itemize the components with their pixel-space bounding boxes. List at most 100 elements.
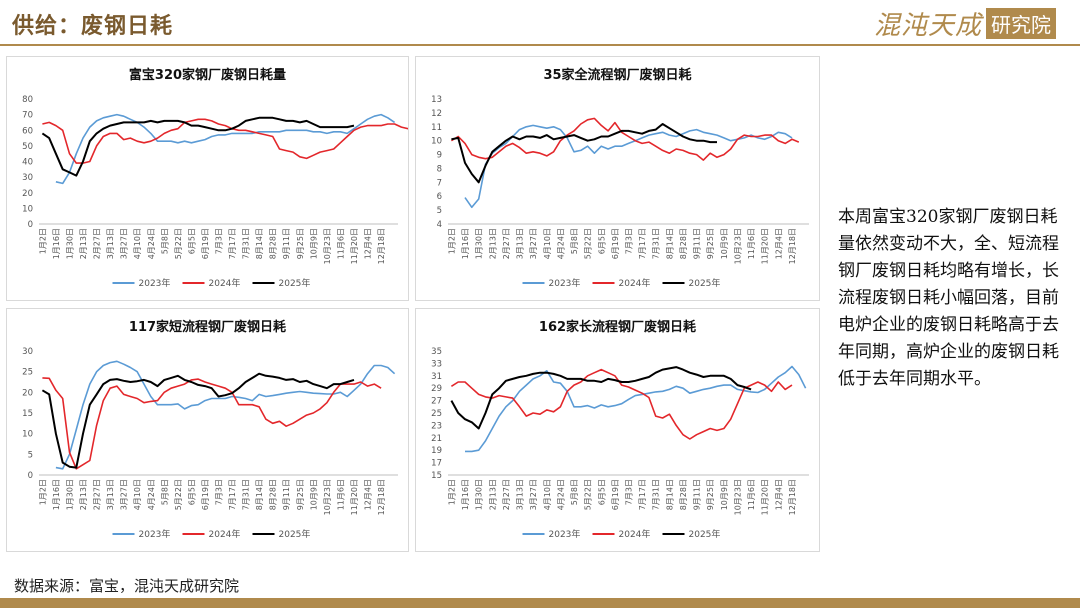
x-tick-label: 2月27日	[93, 228, 102, 259]
x-tick-label: 9月11日	[693, 479, 702, 510]
x-tick-label: 1月2日	[447, 228, 456, 254]
x-tick-label: 11月6日	[336, 228, 345, 259]
x-tick-label: 8月28日	[269, 479, 278, 510]
x-tick-label: 4月10日	[133, 479, 142, 510]
x-tick-label: 3月13日	[106, 479, 115, 510]
y-tick-label: 33	[431, 359, 442, 369]
x-tick-label: 9月25日	[296, 479, 305, 510]
x-tick-label: 7月3日	[625, 228, 634, 254]
y-tick-label: 80	[22, 95, 33, 105]
legend-label: 2023年	[139, 528, 171, 540]
x-tick-label: 3月27日	[529, 228, 538, 259]
x-tick-label: 10月23日	[323, 479, 332, 515]
y-tick-label: 13	[431, 95, 442, 105]
x-tick-label: 1月30日	[65, 479, 74, 510]
y-tick-label: 8	[437, 164, 442, 174]
x-tick-label: 4月24日	[147, 479, 156, 510]
x-tick-label: 1月16日	[461, 479, 470, 510]
x-tick-label: 5月22日	[174, 479, 183, 510]
y-tick-label: 10	[22, 204, 33, 214]
y-tick-label: 12	[431, 109, 442, 119]
x-tick-label: 8月14日	[665, 228, 674, 259]
x-tick-label: 4月24日	[147, 228, 156, 259]
legend-label: 2024年	[619, 528, 651, 540]
y-tick-label: 25	[22, 368, 33, 378]
x-tick-label: 10月9日	[309, 479, 318, 510]
x-tick-label: 4月24日	[556, 228, 565, 259]
x-tick-label: 9月11日	[282, 479, 291, 510]
legend-label: 2024年	[209, 528, 241, 540]
y-tick-label: 20	[22, 189, 33, 199]
brand-name: 混沌天成	[873, 10, 982, 41]
legend-label: 2025年	[689, 528, 721, 540]
legend-label: 2024年	[619, 277, 651, 289]
x-tick-label: 7月17日	[638, 228, 647, 259]
page-title: 供给：废钢日耗	[12, 14, 174, 39]
x-tick-label: 1月16日	[52, 228, 61, 259]
y-tick-label: 6	[437, 192, 442, 202]
y-tick-label: 4	[437, 220, 442, 230]
x-tick-label: 4月10日	[543, 479, 552, 510]
legend-label: 2023年	[549, 528, 581, 540]
series-line-2025年	[450, 366, 752, 430]
x-tick-label: 10月23日	[733, 228, 742, 264]
x-tick-label: 2月27日	[502, 228, 511, 259]
legend-label: 2023年	[139, 277, 171, 289]
source-note: 数据来源：富宝，混沌天成研究院	[14, 577, 240, 595]
x-tick-label: 6月19日	[201, 228, 210, 259]
x-tick-label: 2月27日	[93, 479, 102, 510]
y-tick-label: 5	[28, 450, 33, 460]
chart-title: 162家长流程钢厂废钢日耗	[539, 319, 696, 335]
y-tick-label: 0	[28, 220, 33, 230]
x-tick-label: 6月19日	[611, 479, 620, 510]
x-tick-label: 7月17日	[228, 479, 237, 510]
series-line-2025年	[41, 372, 355, 469]
y-tick-label: 31	[431, 372, 442, 382]
series-line-2024年	[450, 368, 793, 440]
legend-label: 2025年	[279, 277, 311, 289]
y-tick-label: 21	[431, 434, 442, 444]
brand-logo: 混沌天成 研究院	[873, 6, 1056, 41]
x-tick-label: 1月2日	[447, 479, 456, 505]
x-tick-label: 9月25日	[296, 228, 305, 259]
x-tick-label: 4月10日	[543, 228, 552, 259]
x-tick-label: 6月5日	[187, 228, 196, 254]
x-tick-label: 10月23日	[733, 479, 742, 515]
chart-title: 富宝320家钢厂废钢日耗量	[129, 67, 286, 83]
y-tick-label: 10	[22, 430, 33, 440]
chart-svg-1: 富宝320家钢厂废钢日耗量 0 10 20 30 40 50 60 70 80 1月2日 1月16日 1…	[22, 67, 408, 289]
x-tick-label: 6月5日	[187, 479, 196, 505]
y-tick-label: 15	[22, 409, 33, 419]
x-tick-label: 12月4日	[774, 479, 783, 510]
x-tick-label: 12月4日	[774, 228, 783, 259]
x-tick-label: 11月6日	[747, 479, 756, 510]
y-tick-label: 20	[22, 388, 33, 398]
x-tick-label: 11月6日	[336, 479, 345, 510]
x-tick-label: 11月20日	[350, 479, 359, 515]
chart-svg-2: 35家全流程钢厂废钢日耗 4 5 6 7 8 9 10 11 12 13 1月2日 1月16日 1月30日…	[431, 67, 809, 289]
y-tick-label: 29	[431, 384, 442, 394]
y-tick-label: 15	[431, 471, 442, 481]
x-tick-label: 7月31日	[652, 228, 661, 259]
x-tick-label: 8月14日	[665, 479, 674, 510]
x-tick-label: 12月4日	[364, 228, 373, 259]
y-tick-label: 11	[431, 123, 442, 133]
chart-title: 35家全流程钢厂废钢日耗	[543, 67, 691, 83]
x-tick-label: 8月28日	[679, 228, 688, 259]
x-tick-label: 5月22日	[584, 228, 593, 259]
series-line-2024年	[450, 117, 800, 161]
x-tick-label: 11月20日	[350, 228, 359, 264]
y-tick-label: 19	[431, 446, 442, 456]
x-tick-label: 3月13日	[106, 228, 115, 259]
x-tick-label: 2月13日	[488, 228, 497, 259]
x-tick-label: 10月23日	[323, 228, 332, 264]
series-line-2023年	[465, 365, 807, 453]
y-tick-label: 70	[22, 111, 33, 121]
x-tick-label: 11月6日	[747, 228, 756, 259]
y-tick-label: 10	[431, 137, 442, 147]
legend-label: 2025年	[279, 528, 311, 540]
y-tick-label: 0	[28, 471, 33, 481]
x-tick-label: 11月20日	[761, 479, 770, 515]
x-tick-label: 3月27日	[120, 479, 129, 510]
x-tick-label: 1月16日	[52, 479, 61, 510]
